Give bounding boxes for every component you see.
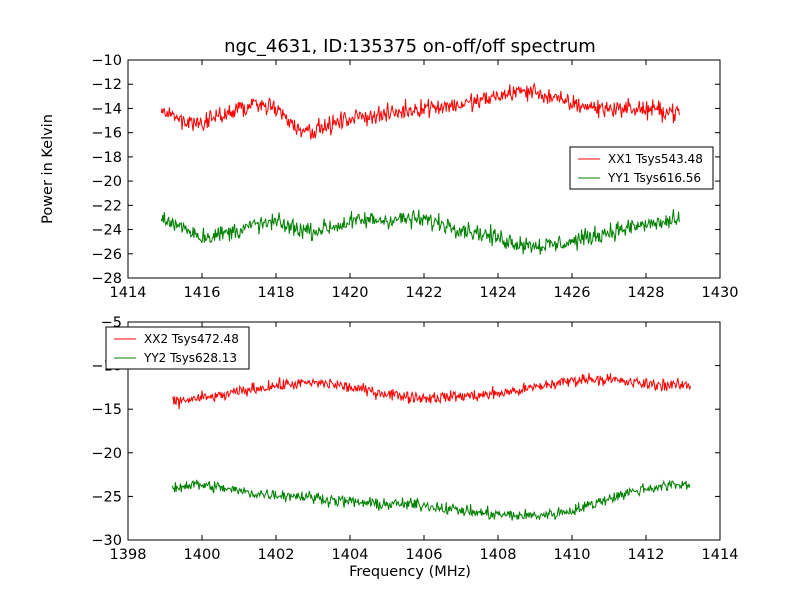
bottom-legend: XX2 Tsys472.48 YY2 Tsys628.13 xyxy=(105,326,250,370)
top-plot-area: 1414 1416 1418 1420 1422 1424 1426 1428 1430 −28 −… xyxy=(91,53,738,301)
legend-label: YY2 Tsys628.13 xyxy=(143,351,237,365)
x-tick-label: 1424 xyxy=(480,285,517,301)
x-tick-label: 1406 xyxy=(406,547,443,563)
x-tick-label: 1426 xyxy=(554,285,591,301)
x-tick-label: 1416 xyxy=(184,285,221,301)
y-tick-label: −18 xyxy=(91,150,122,166)
bottom-spectrum-chart: Frequency (MHz) 1398 1400 1402 1404 1406 1408… xyxy=(91,315,738,580)
x-tick-label: 1428 xyxy=(628,285,665,301)
y-tick-label: −24 xyxy=(91,223,122,239)
y-tick-label: −16 xyxy=(91,126,122,142)
legend-label: XX1 Tsys543.48 xyxy=(608,152,703,166)
x-tick-label: 1408 xyxy=(480,547,517,563)
legend-label: YY1 Tsys616.56 xyxy=(607,171,701,185)
x-tick-label: 1414 xyxy=(110,285,147,301)
y-tick-label: −26 xyxy=(91,247,122,263)
series-line-xx xyxy=(160,82,680,140)
x-axis-label: Frequency (MHz) xyxy=(349,564,471,580)
x-tick-label: 1414 xyxy=(702,547,739,563)
y-tick-label: −12 xyxy=(91,77,122,93)
y-tick-label: −28 xyxy=(91,271,122,287)
series-line-yy xyxy=(160,208,680,255)
legend-box xyxy=(105,326,250,370)
x-tick-label: 1420 xyxy=(332,285,369,301)
y-tick-label: −15 xyxy=(91,402,122,418)
top-legend: XX1 Tsys543.48 YY1 Tsys616.56 xyxy=(569,146,714,190)
x-tick-label: 1398 xyxy=(110,547,147,563)
x-tick-label: 1422 xyxy=(406,285,443,301)
y-tick-label: −10 xyxy=(91,53,122,69)
x-tick-label: 1400 xyxy=(184,547,221,563)
x-tick-label: 1402 xyxy=(258,547,295,563)
x-tick-label: 1410 xyxy=(554,547,591,563)
series-line-xx xyxy=(171,373,691,410)
y-tick-label: −30 xyxy=(91,533,122,549)
chart-title: ngc_4631, ID:135375 on-off/off spectrum xyxy=(224,36,596,57)
x-tick-label: 1412 xyxy=(628,547,665,563)
y-tick-label: −14 xyxy=(91,101,122,117)
x-tick-label: 1404 xyxy=(332,547,369,563)
legend-label: XX2 Tsys472.48 xyxy=(144,332,239,346)
series-line-yy xyxy=(171,479,691,521)
y-axis-label: Power in Kelvin xyxy=(40,114,56,224)
x-tick-label: 1418 xyxy=(258,285,295,301)
legend-box xyxy=(569,146,714,190)
x-tick-label: 1430 xyxy=(702,285,739,301)
top-spectrum-chart: ngc_4631, ID:135375 on-off/off spectrum … xyxy=(40,36,738,301)
y-tick-label: −20 xyxy=(91,446,122,462)
y-tick-label: −20 xyxy=(91,174,122,190)
y-tick-label: −22 xyxy=(91,198,122,214)
y-tick-label: −25 xyxy=(91,489,122,505)
